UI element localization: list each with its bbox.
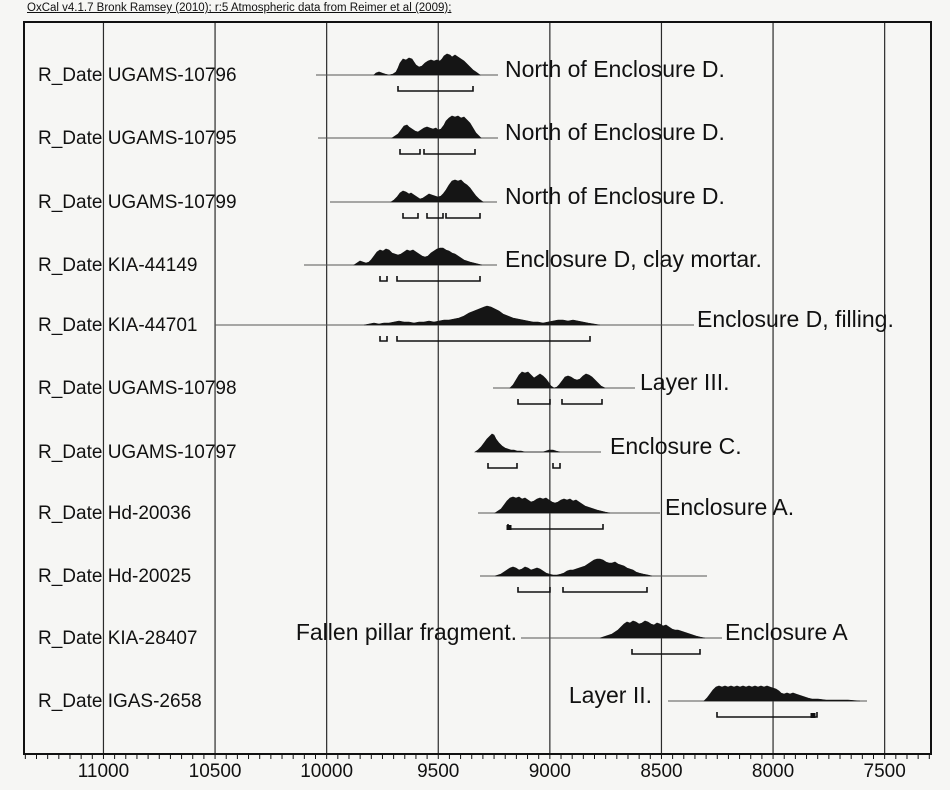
range-marker-square-8: [506, 525, 512, 530]
x-axis-tick-label: 10000: [300, 761, 353, 782]
range-bracket-6: [517, 399, 551, 405]
context-annotation-6: Layer III.: [640, 369, 729, 395]
range-bracket-7: [552, 463, 561, 469]
context-annotation-7: Enclosure C.: [610, 433, 742, 459]
range-bracket-9: [517, 587, 551, 593]
row-label-8: R_Date Hd-20036: [38, 503, 191, 524]
plot-border: [23, 21, 932, 755]
row-label-6: R_Date UGAMS-10798: [38, 378, 237, 399]
range-bracket-5: [396, 336, 591, 342]
probability-distribution-4: [353, 247, 483, 266]
row-label-10: R_Date KIA-28407: [38, 628, 198, 649]
range-bracket-2: [399, 149, 421, 155]
row-label-4: R_Date KIA-44149: [38, 255, 198, 276]
probability-distribution-1: [373, 53, 481, 76]
context-annotation-10: Enclosure A: [725, 619, 848, 645]
x-axis-tick-label: 7500: [864, 761, 906, 782]
range-bracket-3: [445, 213, 481, 219]
probability-distribution-8: [494, 496, 611, 514]
row-label-9: R_Date Hd-20025: [38, 566, 191, 587]
range-bracket-1: [397, 86, 474, 92]
x-axis-tick-label: 8500: [640, 761, 682, 782]
context-annotation-8: Enclosure A.: [665, 494, 794, 520]
range-bracket-4: [379, 276, 388, 282]
probability-distribution-2: [391, 115, 482, 139]
plot-header-citation: OxCal v4.1.7 Bronk Ramsey (2010); r:5 At…: [27, 2, 452, 14]
range-bracket-10: [631, 649, 701, 655]
probability-distribution-10: [599, 620, 706, 639]
range-bracket-6: [561, 399, 603, 405]
row-label-3: R_Date UGAMS-10799: [38, 192, 237, 213]
probability-distribution-7: [474, 433, 561, 453]
context-annotation-5: Enclosure D, filling.: [697, 306, 894, 332]
range-bracket-11: [716, 712, 818, 718]
x-axis-tick-label: 9500: [417, 761, 459, 782]
context-annotation-4: Enclosure D, clay mortar.: [505, 246, 762, 272]
row-label-11: R_Date IGAS-2658: [38, 691, 202, 712]
range-bracket-9: [562, 587, 648, 593]
context-annotation-3: North of Enclosure D.: [505, 183, 725, 209]
probability-distribution-5: [363, 305, 601, 326]
x-axis-tick-label: 10500: [189, 761, 242, 782]
context-annotation-11: Layer II.: [569, 682, 652, 708]
range-bracket-8: [507, 524, 604, 530]
range-bracket-5: [379, 336, 388, 342]
context-annotation-10: Fallen pillar fragment.: [296, 619, 517, 645]
row-label-2: R_Date UGAMS-10795: [38, 128, 237, 149]
range-bracket-3: [402, 213, 419, 219]
context-annotation-1: North of Enclosure D.: [505, 56, 725, 82]
range-bracket-4: [396, 276, 481, 282]
range-bracket-2: [423, 149, 476, 155]
x-axis-tick-label: 9000: [529, 761, 571, 782]
range-marker-square-11: [810, 713, 816, 718]
range-bracket-3: [426, 213, 444, 219]
row-label-1: R_Date UGAMS-10796: [38, 65, 237, 86]
row-label-5: R_Date KIA-44701: [38, 315, 198, 336]
range-bracket-7: [487, 463, 518, 469]
x-axis-tick-label: 8000: [752, 761, 794, 782]
probability-distribution-6: [509, 371, 606, 389]
probability-distribution-3: [390, 179, 484, 203]
probability-distribution-9: [494, 558, 653, 577]
x-axis-tick-label: 11000: [78, 761, 129, 782]
row-label-7: R_Date UGAMS-10797: [38, 442, 237, 463]
context-annotation-2: North of Enclosure D.: [505, 119, 725, 145]
probability-distribution-11: [703, 685, 861, 702]
